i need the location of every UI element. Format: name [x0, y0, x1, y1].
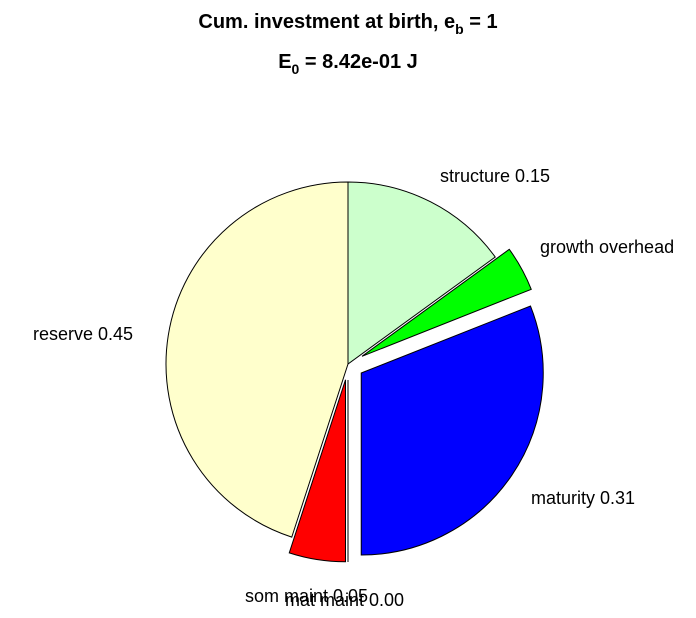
pie-slices: [165, 181, 544, 563]
pie-slice-structure: [347, 181, 496, 365]
pie-labels: structure 0.15 growth overhead maturity 0.…: [33, 166, 674, 610]
slice-label-reserve: reserve 0.45: [33, 324, 133, 344]
slice-label-maturity: maturity 0.31: [531, 488, 635, 508]
slice-label-structure: structure 0.15: [440, 166, 550, 186]
slice-label-som-maint: som maint 0.05: [245, 586, 368, 606]
pie-slice-reserve: [165, 181, 349, 538]
chart-subtitle: E0 = 8.42e-01 J: [278, 51, 418, 77]
pie-slice-som-maint: [288, 379, 346, 563]
pie-slice-maturity: [360, 305, 544, 556]
chart-title: Cum. investment at birth, eb = 1: [198, 11, 497, 37]
slice-label-mat-maint: mat maint 0.00: [285, 590, 404, 610]
pie-slice-growth-overhead: [361, 248, 532, 357]
slice-label-growth-overhead: growth overhead: [540, 237, 674, 257]
